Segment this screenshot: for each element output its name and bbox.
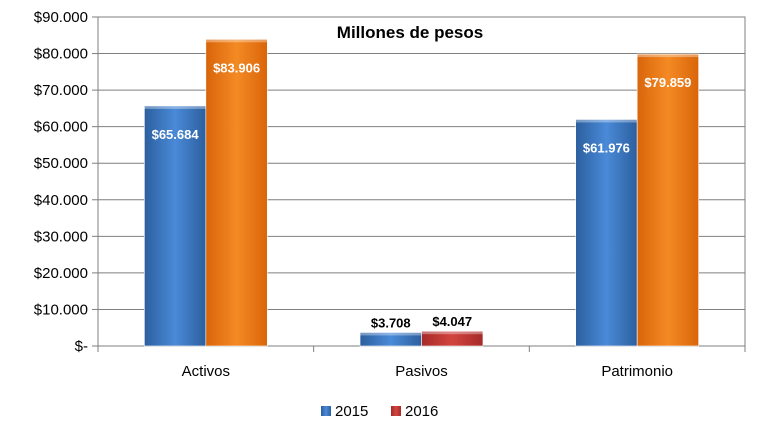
bar-highlight: [637, 54, 699, 58]
y-tick-label: $20.000: [34, 265, 88, 282]
data-label: $3.708: [371, 315, 411, 330]
y-tick-label: $80.000: [34, 46, 88, 63]
y-tick-label: $10.000: [34, 301, 88, 318]
chart-title: Millones de pesos: [337, 23, 483, 42]
legend: 2015 2016: [321, 403, 438, 420]
y-tick-label: $90.000: [34, 9, 88, 26]
bar-highlight: [144, 105, 206, 109]
bar-2016-pasivos: [421, 330, 484, 347]
bar-2015-patrimonio: [575, 119, 638, 347]
data-label: $65.684: [152, 127, 200, 142]
x-tick-label: Pasivos: [395, 363, 448, 380]
bar-highlight: [575, 119, 638, 123]
bar-2016-patrimonio: [636, 53, 699, 347]
legend-swatch: [321, 406, 331, 416]
legend-swatch: [391, 406, 401, 416]
bar-highlight: [421, 331, 483, 335]
bar-highlight: [205, 39, 268, 43]
legend-label: 2015: [335, 403, 368, 420]
data-label: $61.976: [583, 140, 630, 155]
bars: [144, 38, 699, 347]
bar-2015-activos: [144, 105, 207, 347]
bar-highlight: [360, 332, 422, 336]
y-tick-label: $30.000: [34, 228, 88, 245]
data-label: $4.047: [432, 314, 472, 329]
legend-item-2015: 2015: [321, 403, 368, 420]
x-tick-label: Activos: [182, 363, 230, 380]
data-label: $83.906: [213, 60, 260, 75]
legend-label: 2016: [405, 403, 438, 420]
y-tick-label: $40.000: [34, 192, 88, 209]
bar-2016-activos: [205, 38, 268, 347]
data-label: $79.859: [644, 75, 691, 90]
x-tick-label: Patrimonio: [601, 363, 673, 380]
data-labels: $65.684 $3.708 $61.976 $83.906 $4.047 $79.859: [152, 60, 692, 330]
y-tick-label: $60.000: [34, 119, 88, 136]
y-tick-label: $50.000: [34, 155, 88, 172]
y-tick-label: $70.000: [34, 82, 88, 99]
legend-item-2016: 2016: [391, 403, 438, 420]
y-tick-label: $-: [75, 338, 88, 355]
